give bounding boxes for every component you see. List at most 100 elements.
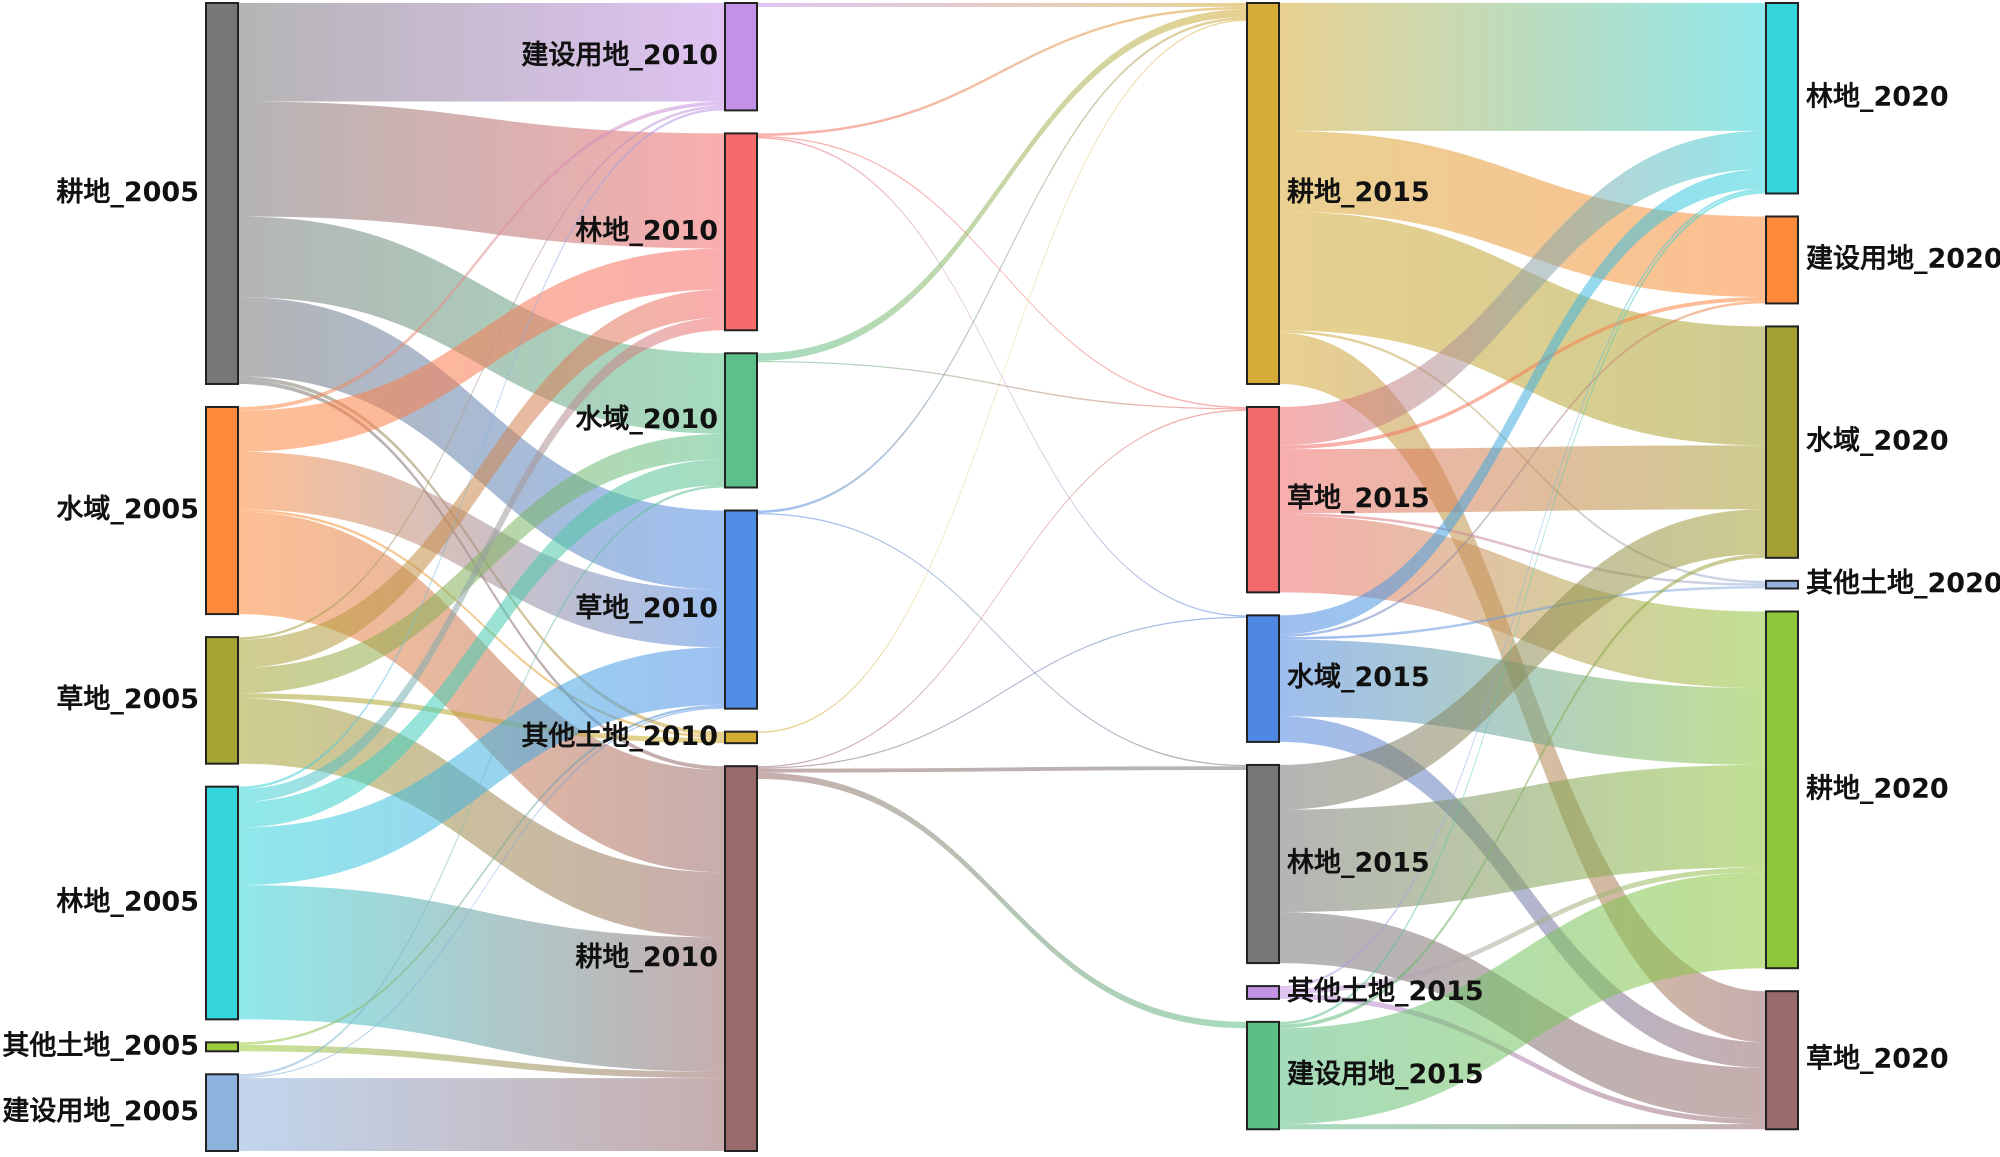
node-label: 草地_2010 <box>575 593 718 624</box>
node <box>205 405 239 616</box>
link <box>238 459 725 828</box>
link <box>1279 553 1766 1029</box>
node <box>1765 215 1799 305</box>
node <box>205 2 239 385</box>
link <box>238 248 725 452</box>
node <box>205 636 239 765</box>
link <box>238 484 725 1077</box>
link <box>1279 297 1766 450</box>
node <box>1246 1020 1280 1131</box>
link <box>1279 509 1766 810</box>
node-label: 水域_2005 <box>56 494 199 525</box>
link <box>1279 169 1766 635</box>
link <box>238 693 725 744</box>
link <box>1279 993 1766 1125</box>
node <box>1246 405 1280 594</box>
link <box>757 135 1247 409</box>
link <box>1279 300 1766 638</box>
node <box>1246 2 1280 385</box>
link <box>238 698 725 938</box>
node-label: 水域_2015 <box>1287 662 1430 693</box>
link <box>757 766 1247 773</box>
link <box>757 772 1247 1029</box>
link <box>238 647 725 886</box>
node-label: 建设用地_2010 <box>521 40 718 71</box>
node <box>724 509 758 710</box>
node-label: 其他土地_2015 <box>1287 976 1484 1007</box>
link <box>1279 867 1766 994</box>
node <box>724 730 758 745</box>
link <box>238 511 725 873</box>
link <box>238 1044 725 1079</box>
link <box>238 107 725 790</box>
link <box>1279 639 1766 765</box>
node-label: 水域_2010 <box>575 404 718 435</box>
node <box>724 2 758 112</box>
link <box>238 451 725 648</box>
node <box>1765 325 1799 559</box>
link <box>1279 515 1766 689</box>
link <box>238 105 725 640</box>
link <box>1279 716 1766 1068</box>
node <box>205 1073 239 1153</box>
node-label: 耕地_2015 <box>1287 177 1430 208</box>
node-label: 林地_2020 <box>1806 82 1949 113</box>
link <box>757 616 1247 769</box>
link <box>757 17 1247 514</box>
node-label: 耕地_2020 <box>1806 773 1949 804</box>
link <box>757 360 1247 410</box>
node <box>1765 990 1799 1131</box>
node-label: 其他土地_2020 <box>1806 568 2000 599</box>
node-label: 林地_2005 <box>56 887 199 918</box>
node <box>1765 579 1799 590</box>
link <box>1279 445 1766 514</box>
link <box>1279 3 1766 131</box>
node-label: 草地_2020 <box>1806 1044 1949 1075</box>
node <box>1765 610 1799 970</box>
node <box>724 132 758 332</box>
node-label: 耕地_2005 <box>56 177 199 208</box>
link <box>757 137 1247 617</box>
link <box>1279 130 1766 446</box>
link <box>238 3 725 102</box>
link <box>1279 190 1766 1025</box>
link <box>1279 585 1766 640</box>
node <box>1246 763 1280 965</box>
link <box>1279 513 1766 586</box>
link <box>1279 764 1766 912</box>
link <box>1279 872 1766 1125</box>
link <box>238 704 725 1045</box>
link <box>238 101 725 249</box>
node-label: 其他土地_2005 <box>2 1030 199 1061</box>
node <box>724 765 758 1152</box>
link <box>1279 130 1766 298</box>
link <box>1279 211 1766 446</box>
link <box>238 317 725 803</box>
node-label: 草地_2005 <box>56 684 199 715</box>
link <box>757 9 1247 361</box>
node-label: 建设用地_2005 <box>2 1096 199 1127</box>
link <box>757 6 1247 136</box>
link <box>238 885 725 1072</box>
link <box>757 409 1247 768</box>
link <box>1279 1124 1766 1130</box>
link <box>1279 188 1766 989</box>
node <box>1246 614 1280 743</box>
node <box>1765 2 1799 195</box>
node <box>205 1041 239 1053</box>
node <box>1246 985 1280 1000</box>
link <box>238 1078 725 1151</box>
link <box>238 707 725 1079</box>
node-label: 林地_2015 <box>1287 848 1430 879</box>
node-label: 建设用地_2020 <box>1806 243 2000 274</box>
link <box>757 19 1247 733</box>
node-label: 其他土地_2010 <box>521 721 718 752</box>
link <box>757 3 1247 7</box>
node <box>205 785 239 1021</box>
link <box>238 289 725 668</box>
link <box>238 101 725 411</box>
node-label: 建设用地_2015 <box>1287 1059 1484 1090</box>
link <box>238 509 725 739</box>
node-label: 林地_2010 <box>575 215 718 246</box>
